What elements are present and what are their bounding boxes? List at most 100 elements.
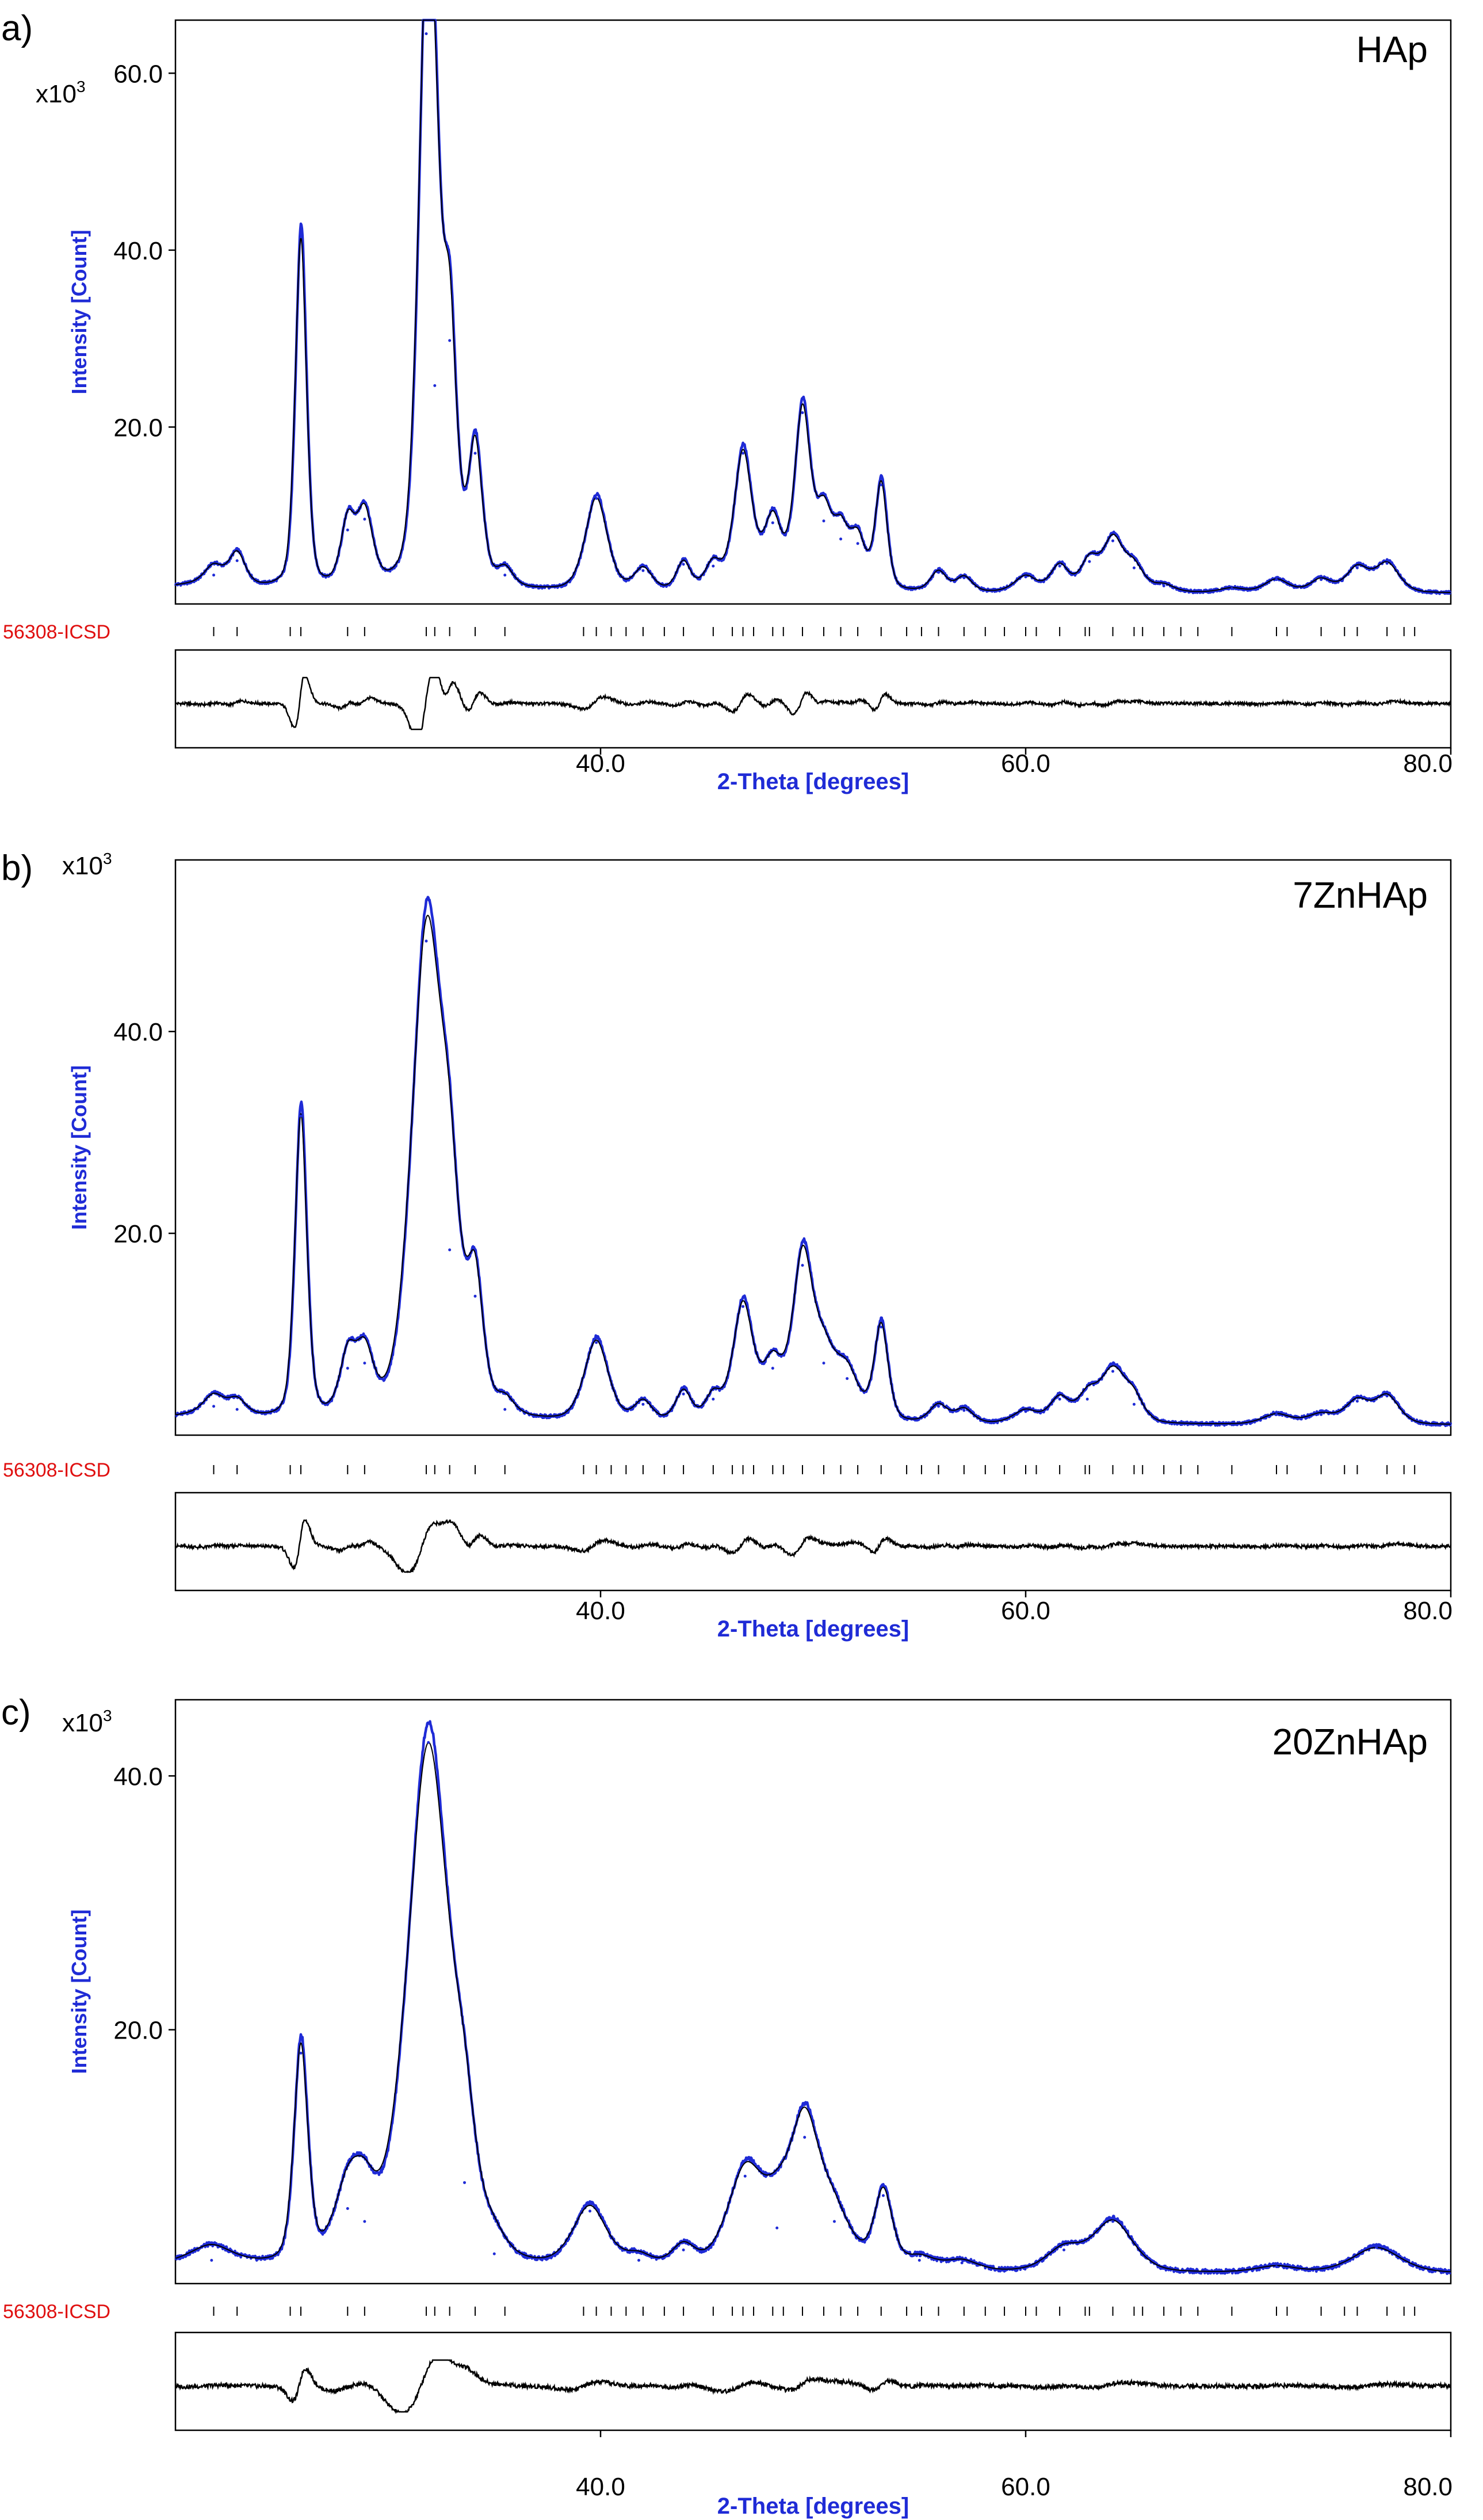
peak-point — [1062, 2248, 1066, 2251]
peak-point — [492, 2252, 496, 2255]
sample-name: 7ZnHAp — [1293, 874, 1428, 916]
peak-point — [210, 2258, 213, 2262]
peak-point — [1162, 584, 1165, 588]
peak-point — [299, 2051, 303, 2055]
peak-point — [880, 1325, 883, 1329]
peak-point — [1320, 578, 1323, 582]
x-tick-label: 80.0 — [1403, 750, 1453, 778]
peak-point — [363, 1362, 366, 1365]
peak-point — [803, 2136, 807, 2139]
difference-curve-line — [175, 1519, 1452, 1573]
calculated-pattern-line — [175, 915, 1451, 1425]
peak-point — [346, 2207, 349, 2210]
y-scale-exponent: 3 — [103, 1707, 112, 1724]
peak-point — [425, 32, 428, 36]
y-axis-label: Intensity [Count] — [67, 1065, 91, 1230]
peak-point — [712, 564, 715, 568]
panel-b: b) x103 7ZnHAp 20.0 40.0 Intensity [Count] 563… — [1, 848, 1453, 1642]
peak-point — [801, 411, 804, 414]
y-tick-label: 60.0 — [113, 60, 163, 88]
peak-point — [881, 2194, 885, 2197]
peak-point — [856, 542, 859, 545]
peak-point — [962, 1409, 966, 1412]
peak-point — [1111, 1370, 1114, 1373]
peak-point — [433, 384, 437, 387]
y-scale-exponent: 3 — [77, 78, 86, 95]
peak-point — [425, 939, 428, 943]
observed-pattern-line — [174, 1720, 1452, 2276]
x-axis-label: 2-Theta [degrees] — [717, 2494, 909, 2519]
panel-letter: b) — [1, 848, 33, 888]
peak-point — [771, 521, 774, 525]
peak-point — [1024, 1410, 1027, 1413]
panel-letter: a) — [1, 9, 33, 48]
peak-point — [363, 518, 366, 521]
peak-point — [1375, 2246, 1378, 2249]
peak-point — [880, 483, 883, 487]
main-plot-frame — [174, 19, 1452, 605]
peak-point — [641, 569, 645, 572]
peak-point — [822, 1362, 825, 1365]
peak-point — [503, 573, 507, 577]
peak-point — [1132, 1402, 1136, 1406]
peak-point — [473, 452, 477, 455]
panel-letter: c) — [1, 1693, 31, 1733]
peak-point — [682, 2248, 685, 2251]
peak-point — [1385, 1394, 1389, 1398]
peak-point — [212, 1405, 216, 1408]
x-tick-label: 80.0 — [1403, 1597, 1453, 1625]
y-tick-label: 20.0 — [113, 2017, 163, 2045]
y-scale-factor: x103 — [62, 850, 112, 880]
panel-c: c) x103 20ZnHAp 20.0 40.0 Intensity [Count] 56… — [1, 1693, 1453, 2519]
x-tick-label: 60.0 — [1001, 750, 1050, 778]
x-tick-label: 40.0 — [576, 750, 625, 778]
peak-point — [937, 571, 941, 574]
difference-curve-line — [175, 2359, 1451, 2414]
x-tick-label: 60.0 — [1001, 1597, 1050, 1625]
y-tick-label: 20.0 — [113, 1220, 163, 1248]
peak-point — [1111, 2220, 1114, 2223]
observed-pattern-line — [174, 896, 1453, 1427]
peak-point — [448, 1248, 452, 1252]
x-tick-label: 80.0 — [1403, 2473, 1453, 2501]
sample-name: 20ZnHAp — [1272, 1721, 1428, 1762]
peak-point — [801, 1264, 804, 1267]
peak-point — [712, 1397, 715, 1401]
panel-a: a)x103 HAp 20.0 40.0 60.0 Intensity [Count] 56… — [1, 9, 1453, 794]
peak-point — [363, 2220, 366, 2223]
peak-point — [473, 1294, 477, 1298]
peak-point — [427, 1741, 430, 1744]
x-axis-label: 2-Theta [degrees] — [717, 769, 909, 794]
peak-point — [212, 573, 216, 577]
peak-point — [448, 339, 452, 342]
calculated-pattern-line — [175, 20, 1451, 594]
peak-point — [588, 2209, 592, 2213]
peak-point — [822, 519, 825, 523]
peak-point — [832, 2220, 836, 2223]
reference-label: 56308-ICSD — [3, 2301, 110, 2323]
peak-point — [1230, 587, 1233, 590]
peak-point — [743, 2174, 747, 2178]
y-scale-exponent: 3 — [103, 850, 112, 867]
peak-point — [299, 1114, 303, 1118]
residual-plot-frame — [174, 649, 1452, 749]
x-axis-label: 2-Theta [degrees] — [717, 1616, 909, 1642]
reference-label: 56308-ICSD — [3, 1459, 110, 1481]
main-plot-frame — [174, 1699, 1452, 2285]
peak-point — [1132, 566, 1136, 569]
peak-point — [299, 235, 303, 239]
peak-point — [595, 1341, 598, 1344]
peak-point — [637, 2258, 641, 2262]
residual-plot-frame — [174, 2331, 1452, 2431]
peak-point — [595, 496, 598, 500]
y-tick-label: 20.0 — [113, 414, 163, 442]
peak-point — [346, 528, 349, 531]
peak-point — [937, 1405, 941, 1408]
calculated-pattern-line — [175, 1742, 1451, 2273]
peak-point — [918, 2258, 921, 2262]
main-plot-frame — [174, 859, 1452, 1436]
peak-point — [235, 559, 239, 563]
peak-point — [1355, 566, 1359, 569]
